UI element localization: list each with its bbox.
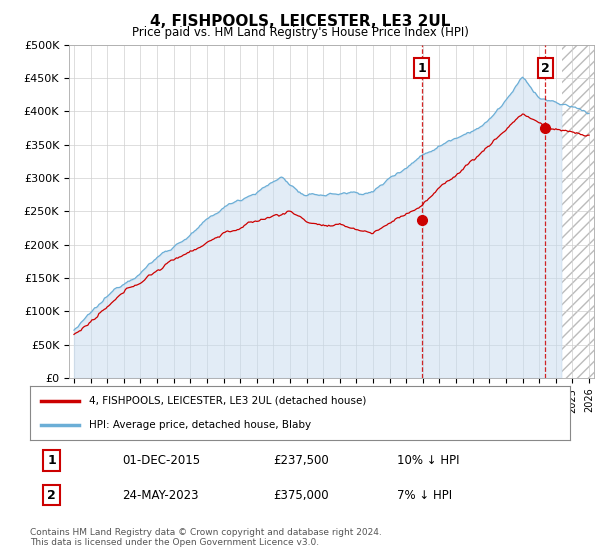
- Text: HPI: Average price, detached house, Blaby: HPI: Average price, detached house, Blab…: [89, 420, 311, 430]
- Text: 4, FISHPOOLS, LEICESTER, LE3 2UL: 4, FISHPOOLS, LEICESTER, LE3 2UL: [150, 14, 450, 29]
- Text: 2: 2: [541, 62, 550, 74]
- Text: Contains HM Land Registry data © Crown copyright and database right 2024.
This d: Contains HM Land Registry data © Crown c…: [30, 528, 382, 547]
- Text: 10% ↓ HPI: 10% ↓ HPI: [397, 454, 460, 467]
- Text: 4, FISHPOOLS, LEICESTER, LE3 2UL (detached house): 4, FISHPOOLS, LEICESTER, LE3 2UL (detach…: [89, 396, 367, 406]
- Text: 01-DEC-2015: 01-DEC-2015: [122, 454, 200, 467]
- Text: £237,500: £237,500: [273, 454, 329, 467]
- Text: £375,000: £375,000: [273, 489, 329, 502]
- Text: 1: 1: [47, 454, 56, 467]
- Text: 24-MAY-2023: 24-MAY-2023: [122, 489, 198, 502]
- Text: Price paid vs. HM Land Registry's House Price Index (HPI): Price paid vs. HM Land Registry's House …: [131, 26, 469, 39]
- Text: 2: 2: [47, 489, 56, 502]
- Text: 7% ↓ HPI: 7% ↓ HPI: [397, 489, 452, 502]
- Text: 1: 1: [417, 62, 426, 74]
